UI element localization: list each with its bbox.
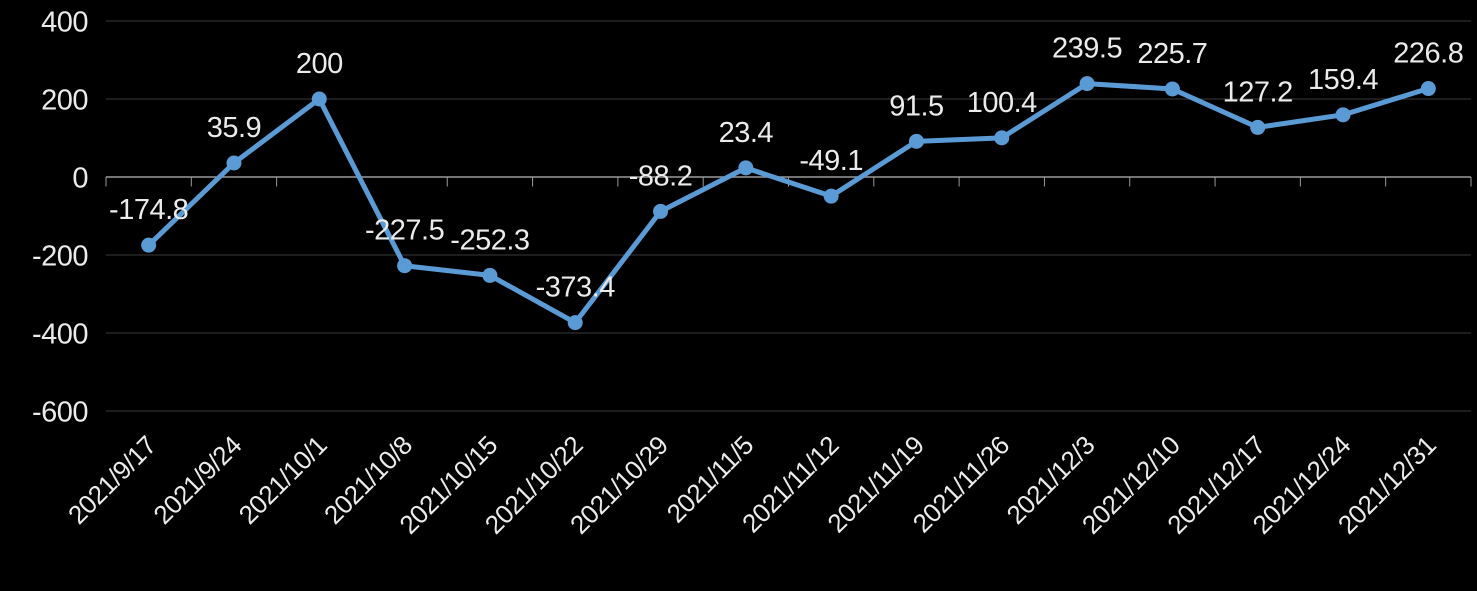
data-point-label: 239.5	[1052, 33, 1122, 65]
data-point-marker	[653, 203, 669, 219]
x-axis-tick-label: 2021/10/1	[233, 430, 333, 530]
data-point-label: 226.8	[1393, 38, 1463, 70]
data-point-label: 35.9	[207, 112, 261, 144]
data-point-label: 127.2	[1223, 76, 1293, 108]
data-point-label: 225.7	[1137, 38, 1207, 70]
x-axis-tick-label: 2021/9/17	[62, 430, 162, 530]
data-point-label: 100.4	[967, 87, 1037, 119]
y-axis-tick-label: -600	[32, 397, 88, 429]
data-point-marker	[311, 91, 327, 107]
series-line	[146, 81, 1431, 326]
data-point-label: -373.4	[536, 272, 616, 304]
data-point-marker	[141, 237, 157, 253]
data-point-label: -174.8	[109, 194, 188, 226]
data-point-label: -88.2	[629, 160, 693, 192]
data-point-label: -227.5	[365, 215, 444, 247]
y-axis-tick-label: 0	[72, 163, 88, 195]
data-point-marker	[738, 160, 754, 176]
data-point-label: 200	[296, 48, 343, 80]
data-point-label: 159.4	[1308, 64, 1378, 96]
data-point-marker	[482, 267, 498, 283]
y-axis-tick-label: -400	[32, 319, 88, 351]
data-point-marker	[823, 188, 839, 204]
data-point-label: 23.4	[719, 117, 774, 149]
data-point-marker	[226, 155, 242, 171]
data-point-marker	[567, 315, 583, 331]
data-point-marker	[908, 133, 924, 149]
data-point-label: 91.5	[889, 90, 943, 122]
data-point-marker	[1164, 81, 1180, 97]
y-axis-tick-label: -200	[32, 241, 88, 273]
data-point-marker	[994, 130, 1010, 146]
y-axis-tick-label: 400	[41, 7, 88, 39]
data-point-marker	[1420, 81, 1436, 97]
data-point-label: -252.3	[450, 224, 529, 256]
data-point-marker	[1079, 76, 1095, 92]
data-point-label: -49.1	[799, 145, 863, 177]
y-axis-tick-label: 200	[41, 85, 88, 117]
data-point-marker	[1250, 119, 1266, 135]
x-axis-tick-label: 2021/9/24	[147, 430, 247, 530]
data-point-marker	[1335, 107, 1351, 123]
data-point-marker	[397, 258, 413, 274]
